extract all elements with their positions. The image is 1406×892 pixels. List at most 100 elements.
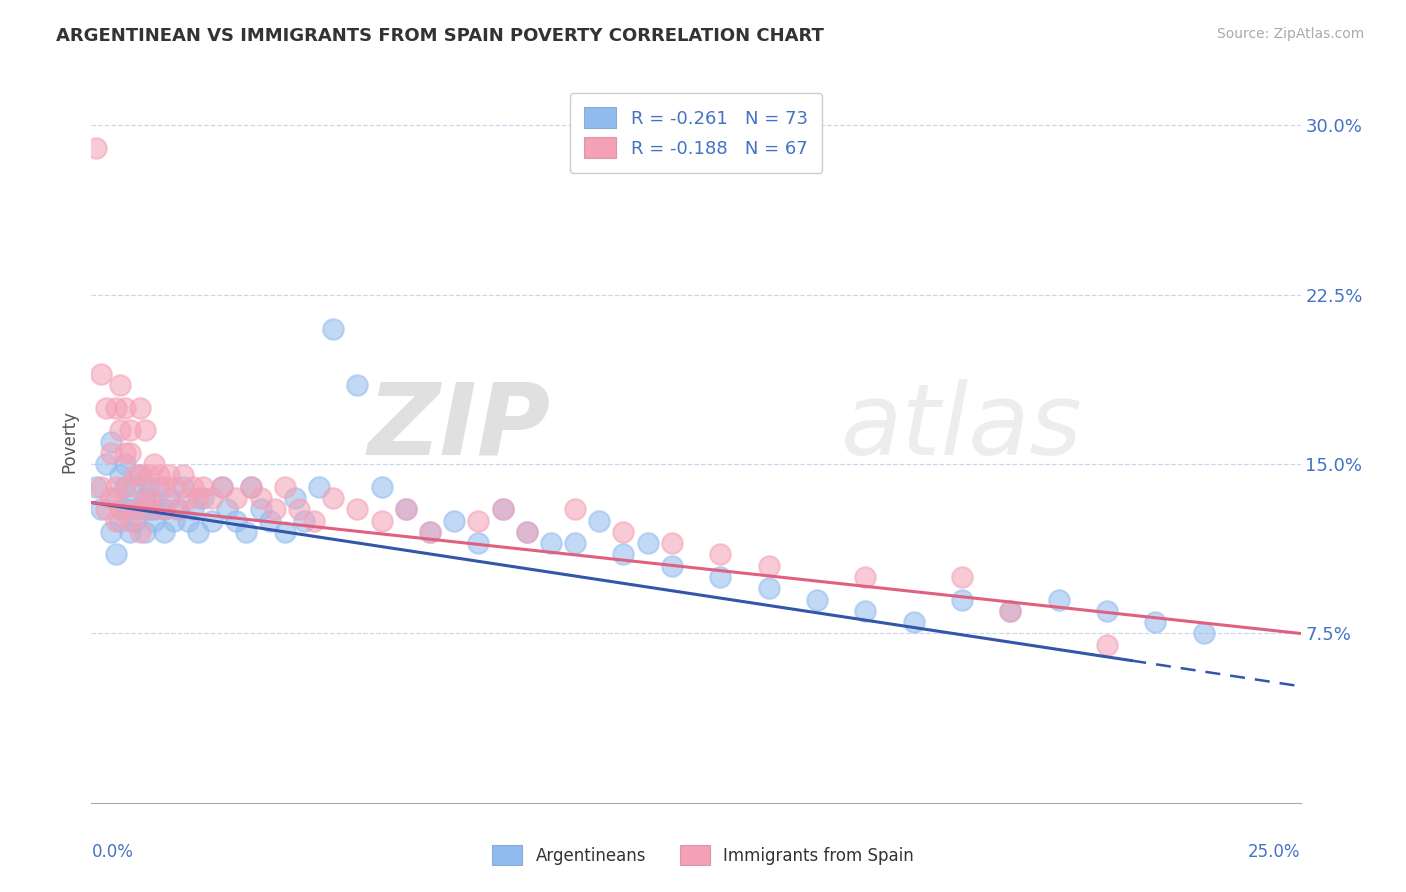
Point <box>94 401 117 415</box>
Point <box>104 548 127 562</box>
Point <box>443 514 465 528</box>
Text: 25.0%: 25.0% <box>1249 843 1301 861</box>
Point <box>94 502 117 516</box>
Point <box>395 502 418 516</box>
Point <box>950 570 973 584</box>
Point <box>322 491 344 505</box>
Text: atlas: atlas <box>841 378 1083 475</box>
Point <box>249 491 271 505</box>
Point <box>274 480 297 494</box>
Point <box>124 468 146 483</box>
Point <box>157 468 180 483</box>
Point <box>516 524 538 539</box>
Point <box>661 536 683 550</box>
Point <box>162 514 184 528</box>
Point <box>419 524 441 539</box>
Point <box>120 446 142 460</box>
Point <box>540 536 562 550</box>
Point <box>709 548 731 562</box>
Point <box>114 446 136 460</box>
Point <box>128 524 150 539</box>
Point <box>201 491 224 505</box>
Point <box>100 491 122 505</box>
Point <box>491 502 513 516</box>
Point <box>612 548 634 562</box>
Point <box>637 536 659 550</box>
Point <box>240 480 263 494</box>
Point <box>853 604 876 618</box>
Point <box>588 514 610 528</box>
Point <box>153 480 176 494</box>
Point <box>90 367 112 381</box>
Y-axis label: Poverty: Poverty <box>60 410 79 473</box>
Point <box>100 434 122 449</box>
Point <box>1047 592 1070 607</box>
Point <box>128 401 150 415</box>
Point <box>138 480 160 494</box>
Point <box>274 524 297 539</box>
Point <box>84 480 107 494</box>
Text: ARGENTINEAN VS IMMIGRANTS FROM SPAIN POVERTY CORRELATION CHART: ARGENTINEAN VS IMMIGRANTS FROM SPAIN POV… <box>56 27 824 45</box>
Point <box>211 480 233 494</box>
Point <box>128 468 150 483</box>
Point <box>114 457 136 471</box>
Point <box>1144 615 1167 630</box>
Point <box>612 524 634 539</box>
Point <box>181 480 204 494</box>
Point <box>709 570 731 584</box>
Point <box>110 468 132 483</box>
Point <box>138 502 160 516</box>
Point <box>172 480 194 494</box>
Point <box>167 502 190 516</box>
Point <box>177 491 200 505</box>
Point <box>516 524 538 539</box>
Point <box>124 480 146 494</box>
Point <box>758 582 780 596</box>
Point <box>346 378 368 392</box>
Point <box>1095 638 1118 652</box>
Point <box>134 491 156 505</box>
Point <box>143 457 166 471</box>
Point <box>395 502 418 516</box>
Point <box>215 502 238 516</box>
Point <box>235 524 257 539</box>
Text: ZIP: ZIP <box>368 378 551 475</box>
Point <box>120 502 142 516</box>
Point <box>120 524 142 539</box>
Point <box>302 514 325 528</box>
Point <box>564 536 586 550</box>
Point <box>177 514 200 528</box>
Point <box>153 524 176 539</box>
Point <box>167 502 190 516</box>
Point <box>124 514 146 528</box>
Point <box>110 514 132 528</box>
Point <box>157 491 180 505</box>
Point <box>114 480 136 494</box>
Point <box>308 480 330 494</box>
Point <box>134 423 156 437</box>
Point <box>104 514 127 528</box>
Point <box>322 321 344 335</box>
Point <box>172 468 194 483</box>
Point <box>467 514 489 528</box>
Point <box>84 141 107 155</box>
Point <box>138 491 160 505</box>
Point <box>100 524 122 539</box>
Point <box>264 502 287 516</box>
Point <box>201 514 224 528</box>
Point <box>110 378 132 392</box>
Point <box>104 491 127 505</box>
Point <box>104 480 127 494</box>
Point <box>114 480 136 494</box>
Point <box>1000 604 1022 618</box>
Point <box>143 502 166 516</box>
Point <box>181 502 204 516</box>
Point <box>225 491 247 505</box>
Point <box>114 502 136 516</box>
Point <box>1095 604 1118 618</box>
Point <box>288 502 311 516</box>
Point <box>187 524 209 539</box>
Point <box>491 502 513 516</box>
Point <box>120 423 142 437</box>
Point <box>370 480 392 494</box>
